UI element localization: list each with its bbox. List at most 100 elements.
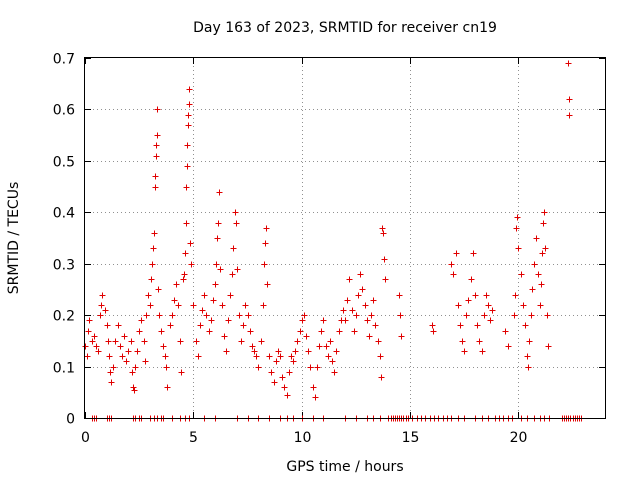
data-point [193, 338, 200, 345]
y-tick-label: 0 [66, 412, 75, 428]
data-point [219, 302, 226, 309]
data-point [520, 302, 527, 309]
data-point [260, 302, 267, 309]
data-point [148, 276, 155, 283]
y-tick-label: 0.5 [53, 155, 75, 171]
data-point [448, 261, 455, 268]
data-point [470, 250, 477, 257]
data-point [266, 353, 273, 360]
data-point [515, 245, 522, 252]
data-point [115, 322, 122, 329]
data-point [396, 292, 403, 299]
data-point [173, 281, 180, 288]
data-point [212, 281, 219, 288]
data-point [105, 338, 112, 345]
data-point [310, 384, 317, 391]
data-point [483, 292, 490, 299]
data-point [286, 369, 293, 376]
data-point [453, 250, 460, 257]
data-point [535, 271, 542, 278]
data-point [154, 106, 161, 113]
data-point [201, 292, 208, 299]
x-axis-label: GPS time / hours [286, 459, 403, 475]
data-point [329, 358, 336, 365]
data-point [463, 312, 470, 319]
data-point [251, 348, 258, 355]
data-point [528, 312, 535, 319]
data-point [301, 312, 308, 319]
data-point [234, 266, 241, 273]
data-point [299, 317, 306, 324]
data-point [164, 384, 171, 391]
data-point [98, 302, 105, 309]
data-point [138, 317, 145, 324]
data-point [429, 322, 436, 329]
data-point [512, 292, 519, 299]
data-point [152, 173, 159, 180]
data-point [86, 317, 93, 324]
data-point [481, 312, 488, 319]
data-point [183, 220, 190, 227]
data-point [185, 122, 192, 129]
y-axis-label: SRMTID / TECUs [6, 182, 22, 295]
y-tick-label: 0.1 [53, 361, 75, 377]
data-point [284, 392, 291, 399]
data-point [131, 387, 138, 394]
data-point [457, 322, 464, 329]
data-point [288, 353, 295, 360]
data-point [275, 348, 282, 355]
data-point [489, 307, 496, 314]
data-point [349, 307, 356, 314]
data-point [264, 281, 271, 288]
data-point [110, 364, 117, 371]
data-point [247, 328, 254, 335]
data-point [130, 384, 137, 391]
y-tick-label: 0.6 [53, 103, 75, 119]
data-point [145, 292, 152, 299]
data-point [327, 338, 334, 345]
data-point [153, 153, 160, 160]
data-point [430, 328, 437, 335]
data-point [104, 322, 111, 329]
data-point [479, 348, 486, 355]
data-point [186, 86, 193, 93]
data-point [281, 384, 288, 391]
data-point [142, 358, 149, 365]
data-point [136, 328, 143, 335]
data-point [351, 328, 358, 335]
data-point [238, 338, 245, 345]
x-tick-label: 10 [294, 430, 312, 446]
data-point [346, 276, 353, 283]
data-point [132, 364, 139, 371]
data-point [125, 348, 132, 355]
data-point [537, 302, 544, 309]
data-point [262, 240, 269, 247]
data-point [154, 132, 161, 139]
data-point [541, 209, 548, 216]
data-point [106, 353, 113, 360]
data-point [188, 261, 195, 268]
data-point [263, 225, 270, 232]
data-point [474, 322, 481, 329]
data-point [344, 297, 351, 304]
data-point [195, 353, 202, 360]
data-point [485, 302, 492, 309]
data-point [268, 369, 275, 376]
data-point [325, 353, 332, 360]
data-point [128, 338, 135, 345]
data-point [150, 245, 157, 252]
data-point [397, 312, 404, 319]
data-point [143, 312, 150, 319]
data-point [502, 328, 509, 335]
grid-lines [85, 58, 605, 418]
data-point [180, 276, 187, 283]
data-point [316, 343, 323, 350]
data-point [215, 220, 222, 227]
plot-frame [84, 57, 606, 419]
y-tick-label: 0.7 [53, 52, 75, 68]
data-point [208, 317, 215, 324]
data-point [97, 312, 104, 319]
data-point [511, 312, 518, 319]
